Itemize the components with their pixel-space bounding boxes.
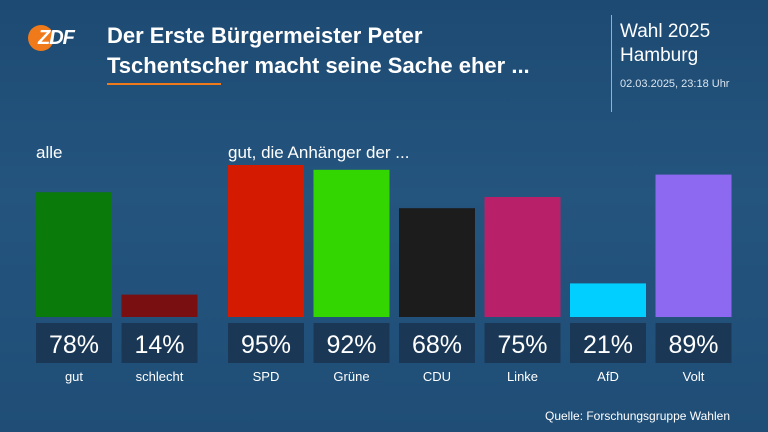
value-box-volt xyxy=(655,323,732,363)
election-name: Wahl 2025 xyxy=(620,21,711,42)
category-label-linke: Linke xyxy=(507,369,538,384)
value-label-cdu: 68% xyxy=(412,331,462,359)
value-box-linke xyxy=(484,323,561,363)
zdf-logo-text: ZDF xyxy=(38,27,75,49)
value-label-schlecht: 14% xyxy=(134,331,184,359)
election-label: Wahl 2025 Hamburg xyxy=(620,20,710,68)
group-label-all: alle xyxy=(36,143,63,162)
bar-gr-ne xyxy=(313,169,390,317)
value-box-afd xyxy=(570,323,646,363)
value-box-gr-ne xyxy=(313,323,390,363)
value-box-cdu xyxy=(399,323,475,363)
bar-linke xyxy=(484,197,561,317)
group-label-supporters: gut, die Anhänger der ... xyxy=(228,143,410,162)
value-label-linke: 75% xyxy=(497,331,547,359)
bar-gut xyxy=(36,192,112,317)
header-divider xyxy=(611,15,612,112)
category-label-schlecht: schlecht xyxy=(136,369,184,384)
election-region: Hamburg xyxy=(620,45,699,66)
bar-afd xyxy=(570,283,646,317)
category-label-cdu: CDU xyxy=(423,369,451,384)
bar-volt xyxy=(655,174,732,317)
bar-schlecht xyxy=(121,294,198,317)
bar-spd xyxy=(228,165,304,317)
value-box-spd xyxy=(228,323,304,363)
title-line-2: Tschentscher macht seine Sache eher ... xyxy=(107,53,530,78)
bar-cdu xyxy=(399,208,475,317)
zdf-logo-icon xyxy=(28,25,54,51)
category-label-gut: gut xyxy=(65,369,83,384)
category-label-spd: SPD xyxy=(253,369,280,384)
value-label-afd: 21% xyxy=(583,331,633,359)
value-label-gr-ne: 92% xyxy=(326,331,376,359)
page-title: Der Erste Bürgermeister Peter Tschentsch… xyxy=(107,21,607,81)
zdf-logo: ZDF xyxy=(28,25,108,53)
value-label-volt: 89% xyxy=(668,331,718,359)
category-label-afd: AfD xyxy=(597,369,619,384)
timestamp: 02.03.2025, 23:18 Uhr xyxy=(620,78,730,90)
category-label-gr-ne: Grüne xyxy=(333,369,369,384)
title-underline xyxy=(107,83,221,85)
value-label-spd: 95% xyxy=(241,331,291,359)
source-note: Quelle: Forschungsgruppe Wahlen xyxy=(545,409,730,423)
value-box-schlecht xyxy=(121,323,198,363)
value-box-gut xyxy=(36,323,112,363)
value-label-gut: 78% xyxy=(49,331,99,359)
category-label-volt: Volt xyxy=(683,369,705,384)
title-line-1: Der Erste Bürgermeister Peter xyxy=(107,23,423,48)
